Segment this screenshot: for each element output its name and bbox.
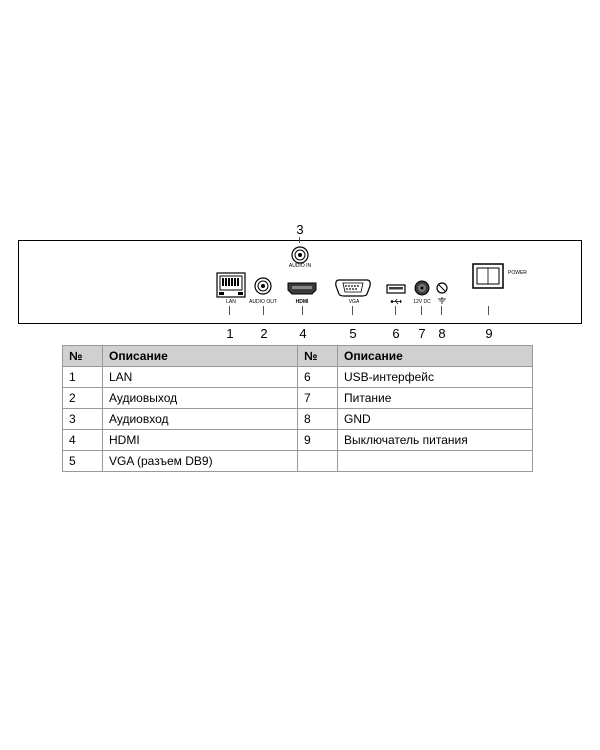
diagram-canvas: 3 AUDIO IN LAN AUDIO OUT HDMI <box>0 0 600 750</box>
table-row: 1 LAN 6 USB-интерфейс <box>63 367 533 388</box>
cell-num: 1 <box>63 367 103 388</box>
tick-9 <box>488 306 489 315</box>
table-row: 4 HDMI 9 Выключатель питания <box>63 430 533 451</box>
power-switch <box>472 263 504 289</box>
tick-7 <box>421 306 422 315</box>
callout-3: 3 <box>293 222 307 237</box>
tick-6 <box>395 306 396 315</box>
callout-1: 1 <box>223 326 237 341</box>
cell-desc: LAN <box>103 367 298 388</box>
cell-num: 4 <box>63 430 103 451</box>
vga-port <box>334 278 372 298</box>
power-jack <box>414 280 430 296</box>
hdmi-label: HDMI <box>290 299 314 305</box>
hdmi-port <box>286 282 318 296</box>
callout-8: 8 <box>435 326 449 341</box>
lan-label: LAN <box>222 299 240 305</box>
tick-5 <box>352 306 353 315</box>
callout-3-tick <box>299 237 300 243</box>
header-num-left: № <box>63 346 103 367</box>
audio-in-label: AUDIO IN <box>287 263 313 269</box>
power-label: 12V DC <box>410 299 434 305</box>
tick-4 <box>302 306 303 315</box>
table-row: 2 Аудиовыход 7 Питание <box>63 388 533 409</box>
cell-desc: Аудиовыход <box>103 388 298 409</box>
cell-desc: VGA (разъем DB9) <box>103 451 298 472</box>
audio-out-port <box>253 276 273 296</box>
callout-4: 4 <box>296 326 310 341</box>
cell-num: 6 <box>298 367 338 388</box>
cell-desc: HDMI <box>103 430 298 451</box>
cell-num: 8 <box>298 409 338 430</box>
cell-desc: Аудиовход <box>103 409 298 430</box>
tick-1 <box>229 306 230 315</box>
header-desc-left: Описание <box>103 346 298 367</box>
cell-num: 5 <box>63 451 103 472</box>
cell-num: 3 <box>63 409 103 430</box>
callout-2: 2 <box>257 326 271 341</box>
cell-desc <box>338 451 533 472</box>
power-switch-label: POWER <box>508 270 534 276</box>
callout-5: 5 <box>346 326 360 341</box>
callout-6: 6 <box>389 326 403 341</box>
header-num-right: № <box>298 346 338 367</box>
header-desc-right: Описание <box>338 346 533 367</box>
table-row: 5 VGA (разъем DB9) <box>63 451 533 472</box>
cell-num: 9 <box>298 430 338 451</box>
callout-9: 9 <box>482 326 496 341</box>
table-header-row: № Описание № Описание <box>63 346 533 367</box>
port-description-table: № Описание № Описание 1 LAN 6 USB-интерф… <box>62 345 533 472</box>
usb-icon <box>390 298 402 305</box>
audio-out-label: AUDIO OUT <box>248 299 278 305</box>
lan-port <box>216 272 246 298</box>
cell-desc: Выключатель питания <box>338 430 533 451</box>
gnd-icon <box>437 297 447 305</box>
tick-2 <box>263 306 264 315</box>
cell-num: 7 <box>298 388 338 409</box>
cell-num <box>298 451 338 472</box>
vga-label: VGA <box>345 299 363 305</box>
usb-port <box>386 284 406 294</box>
table-row: 3 Аудиовход 8 GND <box>63 409 533 430</box>
cell-desc: Питание <box>338 388 533 409</box>
cell-desc: GND <box>338 409 533 430</box>
gnd-terminal <box>436 282 448 294</box>
tick-8 <box>441 306 442 315</box>
callout-7: 7 <box>415 326 429 341</box>
cell-desc: USB-интерфейс <box>338 367 533 388</box>
cell-num: 2 <box>63 388 103 409</box>
